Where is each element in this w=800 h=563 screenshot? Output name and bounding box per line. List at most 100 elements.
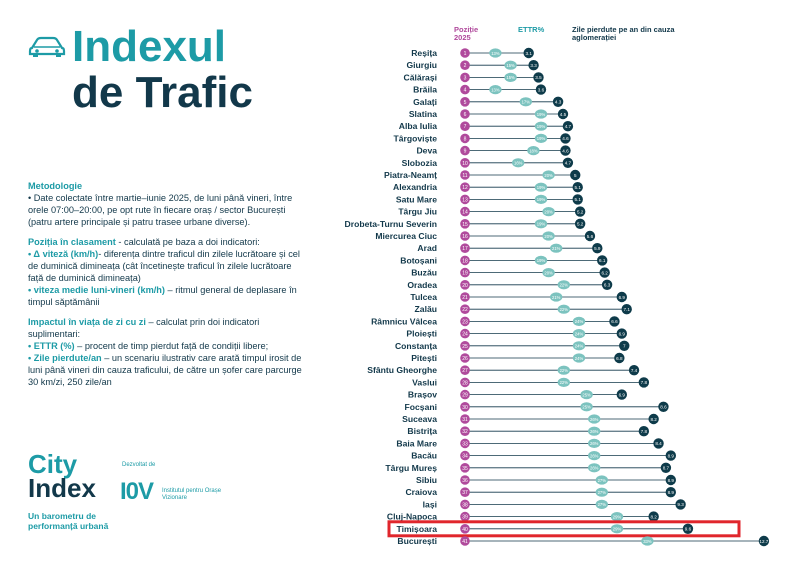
car-icon	[28, 36, 66, 63]
ettr-label: 29%	[613, 527, 622, 532]
days-dot	[574, 206, 586, 217]
ettr-dot	[504, 60, 517, 70]
ettr-label: 21%	[552, 295, 561, 300]
ettr-label: 13%	[491, 87, 500, 92]
iov-name: Institutul pentru Orașe Vizionare	[162, 488, 222, 501]
days-label: 3.5	[535, 75, 542, 80]
impact-heading: Impactul în viața de zi cu zi	[28, 317, 146, 327]
days-label: 8.9	[668, 453, 675, 458]
ettr-dot	[588, 426, 601, 436]
position-dot	[460, 377, 470, 388]
position-label: 13	[462, 197, 468, 203]
position-label: 23	[462, 319, 468, 325]
ettr-dot	[557, 377, 570, 387]
impact-indicator-2-text: – un scenariu ilustrativ care arată timp…	[28, 353, 302, 387]
position-dot	[460, 231, 470, 241]
position-dot	[460, 84, 470, 95]
impact-intro: – calculat prin doi indicatori supliment…	[28, 317, 260, 339]
ettr-dot	[641, 536, 654, 546]
ettr-dot	[534, 194, 548, 204]
days-dot	[535, 84, 547, 95]
ettr-dot	[534, 255, 548, 265]
days-dot	[570, 169, 581, 181]
position-dot	[460, 219, 470, 229]
position-dot	[460, 97, 470, 107]
city-label: Bistrița	[407, 426, 437, 436]
position-label: 20	[462, 283, 468, 289]
days-dot	[638, 426, 650, 437]
city-label: Sfântu Gheorghe	[367, 365, 437, 375]
days-label: 3.6	[538, 87, 545, 92]
position-dot	[460, 60, 470, 70]
ettr-dot	[588, 438, 601, 448]
position-dot	[460, 438, 470, 449]
city-label: Alexandria	[393, 182, 437, 192]
position-label: 3	[464, 75, 467, 81]
city-label: Piatra-Neamț	[384, 170, 437, 180]
ettr-label: 33%	[643, 539, 652, 544]
city-index-logo: City Index	[28, 451, 96, 501]
ettr-dot	[595, 487, 608, 497]
city-label: Slatina	[409, 109, 437, 119]
ettr-dot	[489, 85, 502, 95]
days-label: 7.4	[631, 368, 638, 373]
position-dot	[460, 243, 470, 253]
position-label: 6	[464, 112, 467, 118]
days-dot	[560, 133, 571, 144]
days-label: 5.2	[577, 209, 584, 214]
days-dot	[552, 96, 564, 108]
position-label: 36	[462, 478, 468, 484]
ettr-dot	[595, 499, 608, 509]
position-label: 11	[462, 173, 467, 179]
position-label: 9	[464, 149, 467, 155]
ettr-label: 19%	[537, 258, 546, 263]
position-label: 24	[462, 332, 468, 338]
city-label: Brăila	[413, 85, 437, 95]
position-label: 17	[462, 246, 468, 252]
days-dot	[557, 108, 569, 120]
ettr-label: 20%	[544, 270, 553, 275]
days-dot	[584, 230, 596, 242]
city-label: Tulcea	[410, 292, 437, 302]
position-label: 32	[462, 429, 468, 435]
position-label: 19	[462, 271, 468, 277]
days-dot	[562, 157, 574, 168]
ettr-dot	[557, 280, 570, 290]
days-dot	[638, 377, 650, 388]
city-label: Baia Mare	[396, 438, 437, 448]
position-dot	[460, 292, 470, 302]
position-dot	[460, 316, 470, 327]
days-label: 8.6	[660, 405, 667, 410]
highlight-box	[387, 520, 741, 538]
position-dot	[460, 328, 470, 339]
ettr-label: 19%	[537, 222, 546, 227]
ettr-label: 19%	[537, 112, 546, 117]
position-dot	[460, 48, 470, 58]
position-dot	[460, 121, 470, 131]
ettr-dot	[610, 511, 624, 522]
ettr-dot	[542, 170, 555, 180]
ettr-label: 19%	[537, 136, 546, 141]
position-dot	[460, 158, 470, 168]
impact-indicator-1-text: – procent de timp pierdut față de condiț…	[74, 341, 269, 351]
position-dot	[460, 450, 470, 461]
impact-indicator-1-label: • ETTR (%)	[28, 341, 75, 351]
position-dot	[460, 145, 470, 156]
ettr-label: 20%	[544, 209, 553, 214]
ettr-label: 22%	[560, 307, 569, 312]
ettr-label: 26%	[590, 429, 599, 434]
ettr-label: 26%	[590, 417, 599, 422]
position-label: 2	[464, 63, 467, 69]
ettr-dot	[489, 48, 502, 58]
position-dot	[460, 524, 470, 534]
city-label: Galați	[413, 97, 437, 107]
ettr-label: 24%	[575, 356, 584, 361]
ettr-label: 15%	[506, 75, 515, 80]
ettr-dot	[595, 475, 608, 485]
ettr-dot	[588, 414, 601, 424]
days-label: 8.7	[663, 466, 670, 471]
position-label: 8	[464, 136, 467, 142]
days-label: 5.2	[577, 222, 584, 227]
city-label: Buzău	[411, 268, 437, 278]
ettr-label: 29%	[613, 514, 622, 519]
